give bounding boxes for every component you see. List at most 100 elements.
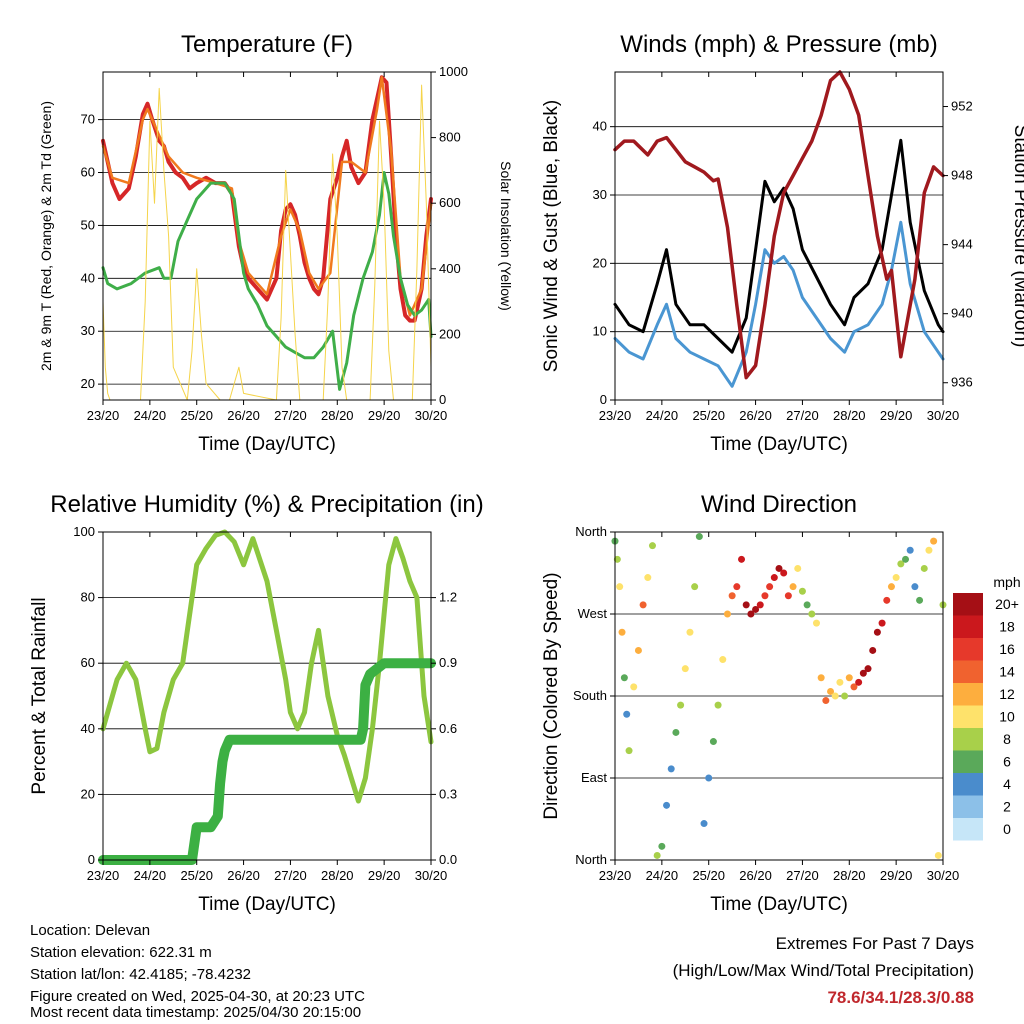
x-tick-label: 29/20 [880, 408, 913, 423]
direction-point [728, 592, 736, 600]
direction-point [616, 583, 624, 591]
y-axis-label: Sonic Wind & Gust (Blue, Black) [541, 100, 562, 372]
series-line [102, 84, 432, 401]
x-tick-label: 26/20 [739, 868, 772, 883]
x-axis-label: Time (Day/UTC) [710, 894, 848, 915]
y-tick-label: 10 [593, 324, 607, 339]
y-tick-label: 80 [81, 590, 95, 605]
y2-tick-label: 200 [439, 326, 461, 341]
extremes-title: Extremes For Past 7 Days [775, 934, 974, 953]
plot-frame [102, 71, 432, 401]
direction-point [714, 701, 722, 709]
y-tick-label: 40 [593, 119, 607, 134]
direction-point [803, 601, 811, 609]
colorbar-label: 2 [1003, 799, 1011, 815]
x-axis-label: Time (Day/UTC) [710, 434, 848, 455]
y2-tick-label: 948 [951, 168, 973, 183]
direction-point [752, 605, 760, 613]
direction-point [747, 610, 755, 618]
direction-point [742, 601, 750, 609]
colorbar-swatch [953, 728, 983, 751]
direction-point [883, 596, 891, 604]
colorbar-label: 8 [1003, 731, 1011, 747]
x-tick-label: 24/20 [646, 408, 679, 423]
direction-point [723, 610, 731, 618]
direction-point [831, 692, 839, 700]
direction-point [613, 555, 621, 563]
x-tick-label: 24/20 [646, 868, 679, 883]
y2-tick-label: 600 [439, 195, 461, 210]
x-tick-label: 26/20 [227, 408, 260, 423]
colorbar-swatch [953, 795, 983, 818]
x-tick-label: 30/20 [415, 868, 448, 883]
direction-point [859, 669, 867, 677]
direction-point [873, 628, 881, 636]
colorbar-label: 6 [1003, 754, 1011, 770]
direction-point [691, 583, 699, 591]
y-tick-label: 20 [81, 376, 95, 391]
y-tick-label: 30 [81, 323, 95, 338]
colorbar-title: mph [993, 574, 1020, 590]
direction-point [841, 692, 849, 700]
direction-point [906, 546, 914, 554]
direction-point [681, 665, 689, 673]
direction-point [663, 801, 671, 809]
y-tick-label: North [575, 852, 607, 867]
direction-point [634, 646, 642, 654]
y-tick-label: 0 [600, 392, 607, 407]
x-tick-label: 25/20 [692, 408, 725, 423]
y2-tick-label: 952 [951, 99, 973, 114]
colorbar-label: 14 [999, 664, 1015, 680]
series-line [613, 70, 945, 380]
y2-tick-label: 944 [951, 237, 973, 252]
series-line [100, 529, 434, 804]
colorbar-label: 4 [1003, 776, 1011, 792]
colorbar-label: 20+ [995, 596, 1019, 612]
y2-tick-label: 940 [951, 306, 973, 321]
direction-point [738, 555, 746, 563]
direction-point [672, 728, 680, 736]
colorbar-swatch [953, 818, 983, 841]
elevation-text: Station elevation: 622.31 m [30, 944, 212, 961]
direction-point [845, 674, 853, 682]
direction-point [618, 628, 626, 636]
direction-point [677, 701, 685, 709]
colorbar-swatch [953, 683, 983, 706]
colorbar-swatch [953, 593, 983, 616]
direction-point [827, 687, 835, 695]
extremes-values: 78.6/34.1/28.3/0.88 [827, 988, 974, 1007]
x-tick-label: 24/20 [134, 868, 167, 883]
colorbar-swatch [953, 705, 983, 728]
y2-tick-label: 0.3 [439, 786, 457, 801]
direction-point [775, 564, 783, 572]
y2-tick-label: 0.0 [439, 852, 457, 867]
direction-point [869, 646, 877, 654]
direction-point [916, 596, 924, 604]
direction-point [733, 583, 741, 591]
location-text: Location: Delevan [30, 922, 151, 939]
direction-point [761, 592, 769, 600]
direction-point [911, 583, 919, 591]
x-tick-label: 27/20 [274, 408, 307, 423]
y2-tick-label: 1000 [439, 64, 468, 79]
direction-point [798, 587, 806, 595]
direction-point [623, 710, 631, 718]
created-text: Figure created on Wed, 2025-04-30, at 20… [30, 988, 365, 1005]
direction-point [887, 583, 895, 591]
y2-tick-label: 0.6 [439, 721, 457, 736]
latlon-text: Station lat/lon: 42.4185; -78.4232 [30, 966, 252, 983]
direction-point [780, 569, 788, 577]
x-tick-label: 23/20 [599, 408, 632, 423]
x-tick-label: 23/20 [87, 868, 120, 883]
direction-point [653, 851, 661, 859]
direction-point [864, 665, 872, 673]
x-tick-label: 30/20 [927, 868, 960, 883]
x-tick-label: 23/20 [599, 868, 632, 883]
x-tick-label: 24/20 [134, 408, 167, 423]
direction-point [686, 628, 694, 636]
x-tick-label: 30/20 [415, 408, 448, 423]
panel-title: Wind Direction [701, 491, 857, 518]
y-tick-label: 30 [593, 187, 607, 202]
y-tick-label: 40 [81, 270, 95, 285]
